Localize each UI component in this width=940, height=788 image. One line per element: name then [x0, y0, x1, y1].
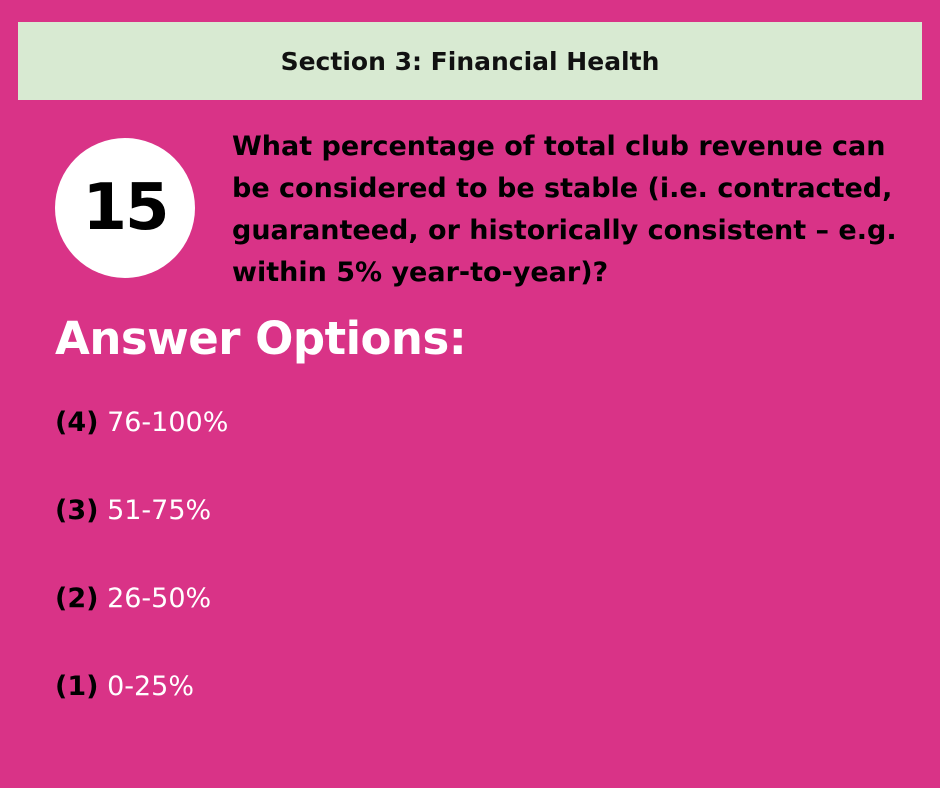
answer-option: (1) 0-25%: [55, 668, 228, 756]
question-text: What percentage of total club revenue ca…: [232, 131, 897, 288]
section-title: Section 3: Financial Health: [280, 46, 660, 76]
option-code: (4): [55, 407, 99, 438]
section-banner: Section 3: Financial Health: [18, 22, 922, 100]
answer-options-list: (4) 76-100% (3) 51-75% (2) 26-50% (1) 0-…: [55, 404, 228, 756]
option-code: (1): [55, 671, 99, 702]
question-number-badge: 15: [55, 138, 195, 278]
question-number: 15: [82, 171, 169, 245]
option-range: 0-25%: [107, 671, 194, 702]
option-code: (2): [55, 583, 99, 614]
answer-option: (3) 51-75%: [55, 492, 228, 580]
option-range: 51-75%: [107, 495, 212, 526]
option-range: 76-100%: [107, 407, 229, 438]
option-code: (3): [55, 495, 99, 526]
answer-option: (2) 26-50%: [55, 580, 228, 668]
answer-options-heading: Answer Options:: [55, 312, 467, 365]
option-range: 26-50%: [107, 583, 212, 614]
answer-option: (4) 76-100%: [55, 404, 228, 492]
